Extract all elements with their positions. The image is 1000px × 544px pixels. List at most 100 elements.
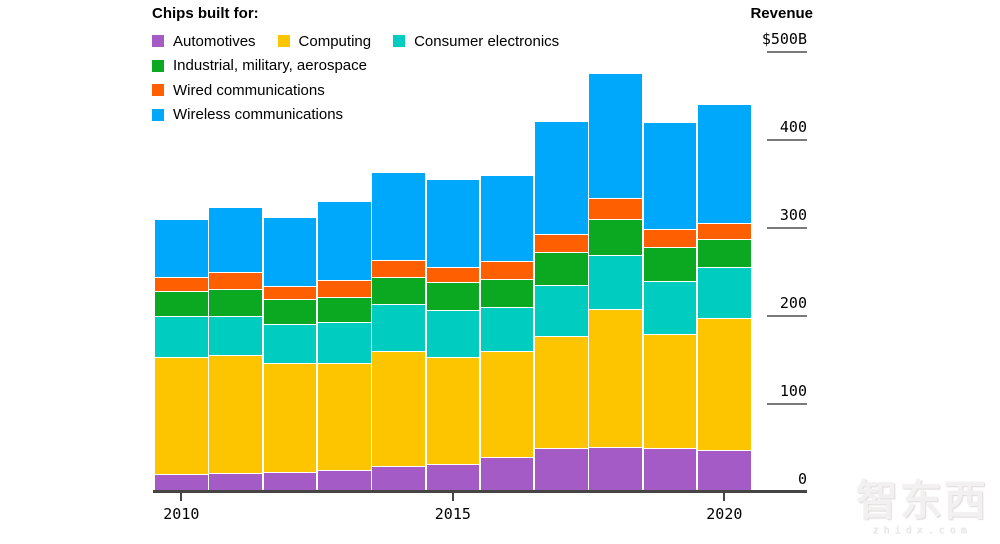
bar-segment-automotives-2012 — [263, 471, 317, 491]
legend-swatch-computing — [277, 35, 290, 48]
bar-segment-consumer-electronics-2013 — [317, 322, 371, 364]
bar-segment-wireless-communications-2019 — [643, 122, 697, 229]
bar-segment-wired-communications-2010 — [155, 277, 208, 292]
legend-swatch-wired-communications — [152, 84, 164, 97]
watermark-logo: 智东西 — [855, 476, 988, 525]
bar-segment-wired-communications-2020 — [698, 222, 751, 240]
bar-segment-wireless-communications-2020 — [698, 103, 751, 223]
legend-label-automotives: Automotives — [173, 32, 256, 50]
watermark-domain: zhidx.com — [872, 525, 972, 536]
legend-row-1: Automotives Computing Consumer electroni… — [152, 29, 581, 54]
bar-segment-industrial-military-aerospace-2019 — [643, 247, 697, 281]
bar-segment-automotives-2010 — [155, 474, 208, 491]
bar-segment-computing-2012 — [263, 363, 317, 472]
bar-segment-industrial-military-aerospace-2017 — [535, 251, 588, 286]
x-tick-mark-2015 — [451, 492, 454, 501]
legend-label-computing: Computing — [298, 32, 372, 50]
bar-segment-computing-2014 — [372, 351, 425, 467]
bar-segment-consumer-electronics-2018 — [589, 255, 643, 309]
legend-swatch-consumer-electronics — [393, 35, 406, 48]
bar-segment-industrial-military-aerospace-2015 — [426, 282, 480, 310]
bar-segment-consumer-electronics-2011 — [209, 315, 262, 355]
bar-segment-wired-communications-2014 — [372, 259, 425, 278]
x-tick-label-2020: 2020 — [706, 505, 743, 523]
bar-segment-computing-2020 — [698, 317, 751, 450]
legend-row-2: Industrial, military, aerospace — [152, 54, 581, 79]
legend-label-consumer-electronics: Consumer electronics — [414, 32, 560, 50]
bar-segment-wired-communications-2013 — [317, 279, 371, 298]
legend-swatch-automotives — [152, 35, 164, 48]
x-tick-label-2015: 2015 — [434, 505, 471, 523]
bar-segment-wireless-communications-2016 — [480, 175, 534, 262]
bar-segment-wireless-communications-2014 — [372, 172, 425, 260]
bar-segment-automotives-2013 — [317, 469, 371, 491]
legend-label-industrial-military-aerospace: Industrial, military, aerospace — [173, 57, 367, 75]
y-tick-label-500: $500B — [761, 30, 807, 48]
y-axis-title: Revenue — [750, 5, 813, 22]
bar-segment-wireless-communications-2013 — [317, 200, 371, 280]
legend-item-wired-communications: Wired communications — [152, 82, 325, 99]
bar-segment-wired-communications-2018 — [589, 197, 643, 220]
bar-segment-automotives-2019 — [643, 447, 697, 491]
bar-segment-consumer-electronics-2014 — [372, 304, 425, 352]
legend-item-wireless-communications: Wireless communications — [152, 106, 343, 123]
x-axis-line — [153, 490, 807, 493]
y-tick-label-100: 100 — [779, 382, 807, 400]
legend-item-industrial-military-aerospace: Industrial, military, aerospace — [152, 57, 367, 74]
legend-item-computing: Computing — [277, 32, 372, 50]
bar-segment-industrial-military-aerospace-2020 — [698, 239, 751, 267]
bar-segment-automotives-2011 — [209, 472, 262, 491]
bar-segment-consumer-electronics-2016 — [480, 307, 534, 352]
bar-segment-industrial-military-aerospace-2013 — [317, 297, 371, 323]
bar-segment-consumer-electronics-2015 — [426, 309, 480, 358]
bar-segment-consumer-electronics-2020 — [698, 266, 751, 318]
y-tick-label-200: 200 — [779, 294, 807, 312]
x-tick-mark-2020 — [723, 492, 726, 501]
bar-segment-automotives-2014 — [372, 466, 425, 491]
bar-segment-wired-communications-2016 — [480, 261, 534, 279]
y-tick-line-200 — [767, 315, 807, 317]
bar-segment-industrial-military-aerospace-2016 — [480, 278, 534, 308]
bar-segment-consumer-electronics-2012 — [263, 323, 317, 364]
bar-segment-industrial-military-aerospace-2018 — [589, 219, 643, 256]
bar-segment-wireless-communications-2011 — [209, 206, 262, 272]
y-tick-line-400 — [767, 139, 807, 141]
bar-segment-industrial-military-aerospace-2012 — [263, 299, 317, 324]
bar-segment-wireless-communications-2018 — [589, 73, 643, 198]
bar-segment-wired-communications-2017 — [535, 234, 588, 252]
legend-label-wired-communications: Wired communications — [173, 81, 325, 99]
legend-item-automotives: Automotives — [152, 33, 256, 50]
bar-segment-computing-2016 — [480, 351, 534, 457]
bar-segment-computing-2018 — [589, 308, 643, 447]
legend-swatch-industrial-military-aerospace — [152, 59, 164, 72]
legend-label-wireless-communications: Wireless communications — [173, 106, 344, 124]
bar-segment-wireless-communications-2012 — [263, 217, 317, 286]
y-tick-label-0: 0 — [797, 470, 807, 488]
legend-title: Chips built for: — [152, 5, 259, 22]
bar-segment-wireless-communications-2015 — [426, 179, 480, 267]
x-tick-mark-2010 — [180, 492, 183, 501]
bar-segment-automotives-2018 — [589, 447, 643, 491]
bar-segment-industrial-military-aerospace-2014 — [372, 277, 425, 305]
legend-row-4: Wireless communications — [152, 103, 581, 128]
y-tick-line-300 — [767, 227, 807, 229]
watermark: 智东西 zhidx.com — [855, 476, 988, 537]
bar-segment-consumer-electronics-2019 — [643, 280, 697, 335]
y-tick-label-400: 400 — [779, 118, 807, 136]
x-tick-label-2010: 2010 — [163, 505, 200, 523]
bar-segment-computing-2010 — [155, 357, 208, 475]
bar-segment-wireless-communications-2017 — [535, 121, 588, 235]
bar-segment-industrial-military-aerospace-2010 — [155, 291, 208, 316]
y-tick-line-100 — [767, 403, 807, 405]
bar-segment-automotives-2017 — [535, 447, 588, 491]
bar-segment-automotives-2016 — [480, 456, 534, 491]
bar-segment-computing-2015 — [426, 357, 480, 464]
bar-segment-consumer-electronics-2017 — [535, 285, 588, 337]
bar-segment-computing-2017 — [535, 336, 588, 448]
bar-segment-wired-communications-2011 — [209, 271, 262, 290]
bar-segment-wireless-communications-2010 — [155, 219, 208, 278]
bar-segment-wired-communications-2012 — [263, 285, 317, 300]
bar-segment-wired-communications-2019 — [643, 228, 697, 248]
legend: Chips built for: Automotives Computing C… — [152, 5, 581, 127]
